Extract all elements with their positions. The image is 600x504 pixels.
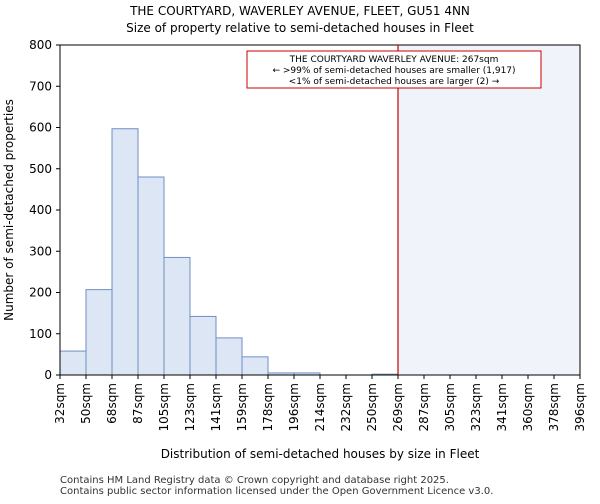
bar-159sqm <box>241 356 269 376</box>
x-tick-label: 378sqm <box>547 383 561 431</box>
x-tick-label: 178sqm <box>261 383 275 431</box>
x-tick-label: 287sqm <box>417 383 431 431</box>
x-tick-label: 341sqm <box>495 383 509 431</box>
bar-32sqm <box>59 350 87 376</box>
y-axis-label: Number of semi-detached properties <box>2 99 16 321</box>
x-tick-label: 214sqm <box>313 383 327 431</box>
bar-50sqm <box>85 289 113 376</box>
y-tick-label: 400 <box>29 203 52 217</box>
annotation-box: THE COURTYARD WAVERLEY AVENUE: 267sqm ← … <box>246 50 542 89</box>
x-tick-label: 141sqm <box>209 383 223 431</box>
x-tick-label: 159sqm <box>235 383 249 431</box>
x-tick-label: 32sqm <box>53 383 67 424</box>
y-tick-label: 800 <box>29 38 52 52</box>
bar-105sqm <box>163 256 191 376</box>
chart-subtitle: Size of property relative to semi-detach… <box>126 21 474 35</box>
annotation-line-2: ← >99% of semi-detached houses are small… <box>272 66 515 76</box>
y-tick-label: 0 <box>44 368 52 382</box>
x-axis-label: Distribution of semi-detached houses by … <box>161 447 480 461</box>
x-tick-label: 269sqm <box>391 383 405 431</box>
x-tick-label: 105sqm <box>157 383 171 431</box>
bar-141sqm <box>215 337 243 376</box>
x-tick-label: 68sqm <box>105 383 119 424</box>
x-tick-label: 50sqm <box>79 383 93 424</box>
y-tick-label: 600 <box>29 121 52 135</box>
bar-87sqm <box>137 176 165 376</box>
x-tick-label: 87sqm <box>131 383 145 424</box>
x-tick-label: 396sqm <box>573 383 587 431</box>
x-tick-label: 305sqm <box>443 383 457 431</box>
y-tick-label: 100 <box>29 327 52 341</box>
x-tick-label: 250sqm <box>365 383 379 431</box>
x-tick-label: 196sqm <box>287 383 301 431</box>
annotation-line-1: THE COURTYARD WAVERLEY AVENUE: 267sqm <box>289 55 499 65</box>
bar-123sqm <box>189 315 217 376</box>
y-tick-label: 500 <box>29 162 52 176</box>
annotation-line-3: <1% of semi-detached houses are larger (… <box>289 77 500 87</box>
y-tick-label: 300 <box>29 244 52 258</box>
footer-line-1: Contains HM Land Registry data © Crown c… <box>60 475 449 486</box>
x-tick-label: 232sqm <box>339 383 353 431</box>
footer-line-2: Contains public sector information licen… <box>60 486 493 497</box>
x-tick-label: 123sqm <box>183 383 197 431</box>
y-tick-label: 700 <box>29 79 52 93</box>
highlight-region <box>398 45 580 375</box>
x-tick-label: 323sqm <box>469 383 483 431</box>
bar-68sqm <box>111 128 139 376</box>
x-tick-label: 360sqm <box>521 383 535 431</box>
y-tick-label: 200 <box>29 286 52 300</box>
chart-title: THE COURTYARD, WAVERLEY AVENUE, FLEET, G… <box>129 4 470 18</box>
